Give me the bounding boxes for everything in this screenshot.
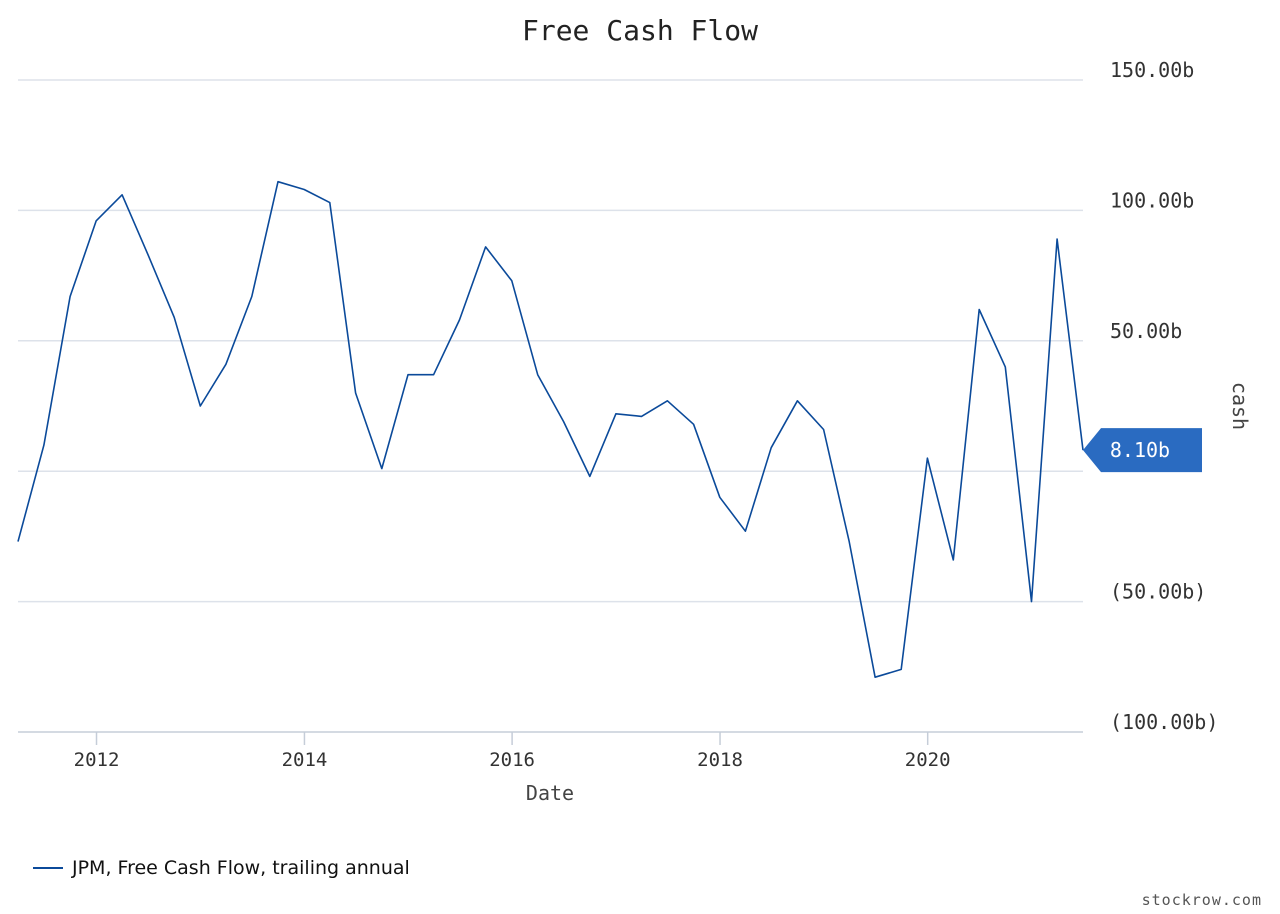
x-tick-label: 2020 — [905, 749, 951, 771]
x-tick-label: 2018 — [697, 749, 743, 771]
series-line-jpm-free-cash-flow — [17, 180, 1084, 678]
y-axis-tick-labels: 150.00b 100.00b 50.00b (50.00b) (100.00b) — [1110, 58, 1218, 734]
y-axis-label: cash — [1228, 382, 1252, 430]
y-gridlines — [18, 79, 1083, 603]
y-tick-label: 50.00b — [1110, 319, 1182, 343]
legend[interactable]: JPM, Free Cash Flow, trailing annual — [33, 857, 410, 879]
x-axis-ticks: 2012 2014 2016 2018 2020 — [74, 732, 951, 771]
x-tick-label: 2016 — [489, 749, 535, 771]
watermark: stockrow.com — [1142, 891, 1262, 909]
y-tick-label: (100.00b) — [1110, 710, 1218, 734]
x-tick-label: 2012 — [74, 749, 120, 771]
y-tick-label: 150.00b — [1110, 58, 1194, 82]
x-tick-label: 2014 — [282, 749, 328, 771]
last-value-badge-shape — [1083, 428, 1202, 473]
y-tick-label: (50.00b) — [1110, 580, 1206, 604]
last-value-badge: 8.10b — [1083, 428, 1202, 473]
chart-title: Free Cash Flow — [522, 14, 758, 47]
last-value-badge-text: 8.10b — [1110, 438, 1170, 462]
x-axis-label: Date — [526, 781, 574, 805]
legend-entry-label: JPM, Free Cash Flow, trailing annual — [71, 857, 410, 879]
y-tick-label: 100.00b — [1110, 188, 1194, 212]
